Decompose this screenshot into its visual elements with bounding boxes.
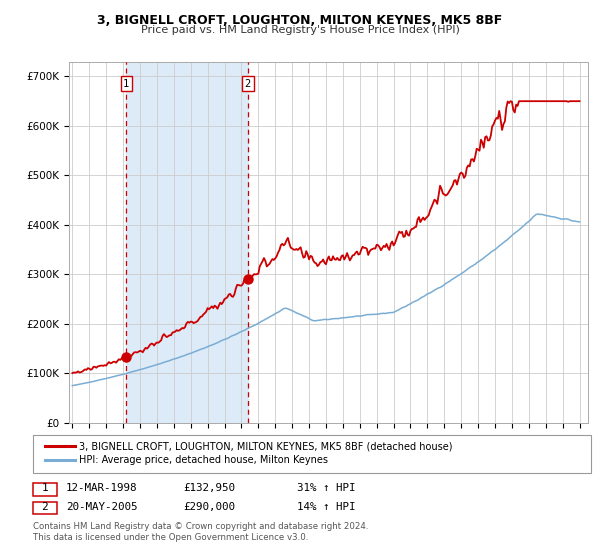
Text: 14% ↑ HPI: 14% ↑ HPI	[297, 502, 355, 512]
Text: HPI: Average price, detached house, Milton Keynes: HPI: Average price, detached house, Milt…	[79, 455, 328, 465]
Text: 2: 2	[41, 502, 49, 512]
Text: 1: 1	[123, 79, 130, 89]
Bar	[127, 62, 248, 423]
Text: 31% ↑ HPI: 31% ↑ HPI	[297, 483, 355, 493]
Text: Price paid vs. HM Land Registry's House Price Index (HPI): Price paid vs. HM Land Registry's House …	[140, 25, 460, 35]
Text: 2: 2	[245, 79, 251, 89]
Text: Contains HM Land Registry data © Crown copyright and database right 2024.: Contains HM Land Registry data © Crown c…	[33, 522, 368, 531]
Text: 3, BIGNELL CROFT, LOUGHTON, MILTON KEYNES, MK5 8BF: 3, BIGNELL CROFT, LOUGHTON, MILTON KEYNE…	[97, 14, 503, 27]
Text: This data is licensed under the Open Government Licence v3.0.: This data is licensed under the Open Gov…	[33, 533, 308, 542]
Text: 1: 1	[41, 483, 49, 493]
Text: 20-MAY-2005: 20-MAY-2005	[66, 502, 137, 512]
Text: 3, BIGNELL CROFT, LOUGHTON, MILTON KEYNES, MK5 8BF (detached house): 3, BIGNELL CROFT, LOUGHTON, MILTON KEYNE…	[79, 441, 453, 451]
Text: £290,000: £290,000	[183, 502, 235, 512]
Text: £132,950: £132,950	[183, 483, 235, 493]
Text: 12-MAR-1998: 12-MAR-1998	[66, 483, 137, 493]
